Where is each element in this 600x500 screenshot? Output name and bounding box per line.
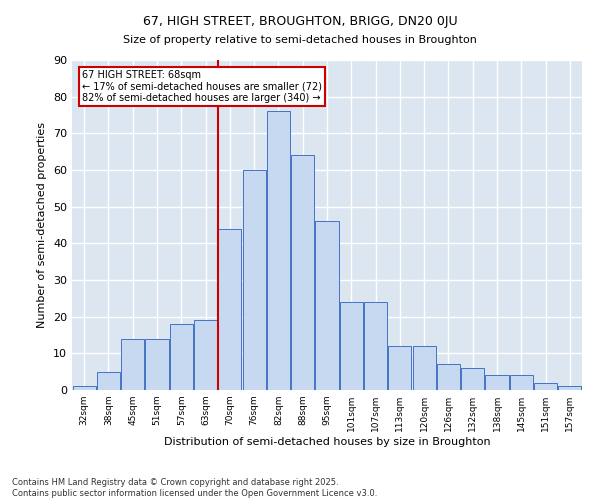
Bar <box>413 346 436 390</box>
Bar <box>242 170 266 390</box>
Bar <box>461 368 484 390</box>
Bar <box>510 376 533 390</box>
Bar <box>485 376 509 390</box>
Bar <box>73 386 95 390</box>
Bar <box>194 320 217 390</box>
Bar <box>316 222 338 390</box>
Bar <box>170 324 193 390</box>
Text: Contains HM Land Registry data © Crown copyright and database right 2025.
Contai: Contains HM Land Registry data © Crown c… <box>12 478 377 498</box>
Text: 67 HIGH STREET: 68sqm
← 17% of semi-detached houses are smaller (72)
82% of semi: 67 HIGH STREET: 68sqm ← 17% of semi-deta… <box>82 70 322 103</box>
Bar <box>218 228 241 390</box>
Bar <box>559 386 581 390</box>
X-axis label: Distribution of semi-detached houses by size in Broughton: Distribution of semi-detached houses by … <box>164 437 490 447</box>
Bar <box>340 302 363 390</box>
Bar <box>121 338 144 390</box>
Y-axis label: Number of semi-detached properties: Number of semi-detached properties <box>37 122 47 328</box>
Bar <box>291 156 314 390</box>
Bar <box>97 372 120 390</box>
Bar <box>534 382 557 390</box>
Bar <box>145 338 169 390</box>
Bar <box>364 302 387 390</box>
Bar <box>437 364 460 390</box>
Text: 67, HIGH STREET, BROUGHTON, BRIGG, DN20 0JU: 67, HIGH STREET, BROUGHTON, BRIGG, DN20 … <box>143 15 457 28</box>
Text: Size of property relative to semi-detached houses in Broughton: Size of property relative to semi-detach… <box>123 35 477 45</box>
Bar <box>388 346 412 390</box>
Bar <box>267 112 290 390</box>
